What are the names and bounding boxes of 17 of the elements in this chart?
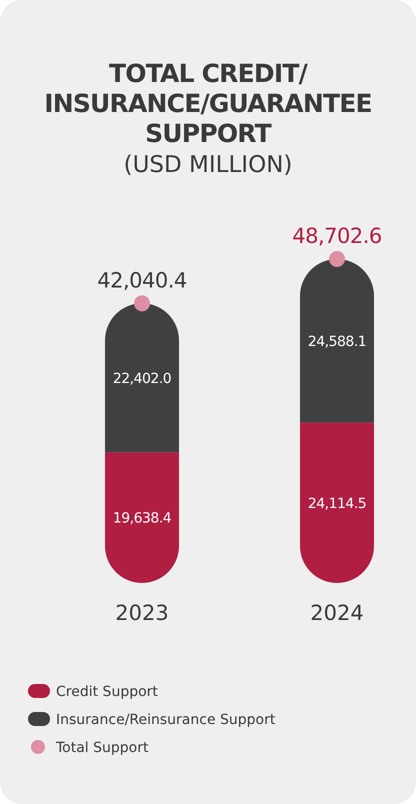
- x-tick-label: 2024: [310, 601, 364, 625]
- data-label: 24,114.5: [308, 496, 366, 512]
- data-label: 42,040.4: [97, 268, 187, 292]
- bar: [300, 259, 374, 423]
- legend-label: Insurance/Reinsurance Support: [56, 712, 276, 728]
- legend-label: Total Support: [55, 740, 149, 756]
- data-label: 22,402.0: [112, 370, 172, 387]
- x-tick-label: 2023: [115, 601, 169, 625]
- data-label: 19,638.4: [112, 510, 172, 527]
- bar: [300, 422, 374, 583]
- bar: [105, 303, 179, 452]
- legend-label: Credit Support: [56, 684, 158, 700]
- text: (USD MILLION): [124, 152, 292, 178]
- data-label: 24,588.1: [308, 334, 366, 350]
- text: TOTAL CREDIT/ INSURANCE/GUARANTEE SUPPORT: [44, 59, 372, 148]
- bar: [105, 452, 179, 583]
- data-label: 48,702.6: [292, 224, 382, 248]
